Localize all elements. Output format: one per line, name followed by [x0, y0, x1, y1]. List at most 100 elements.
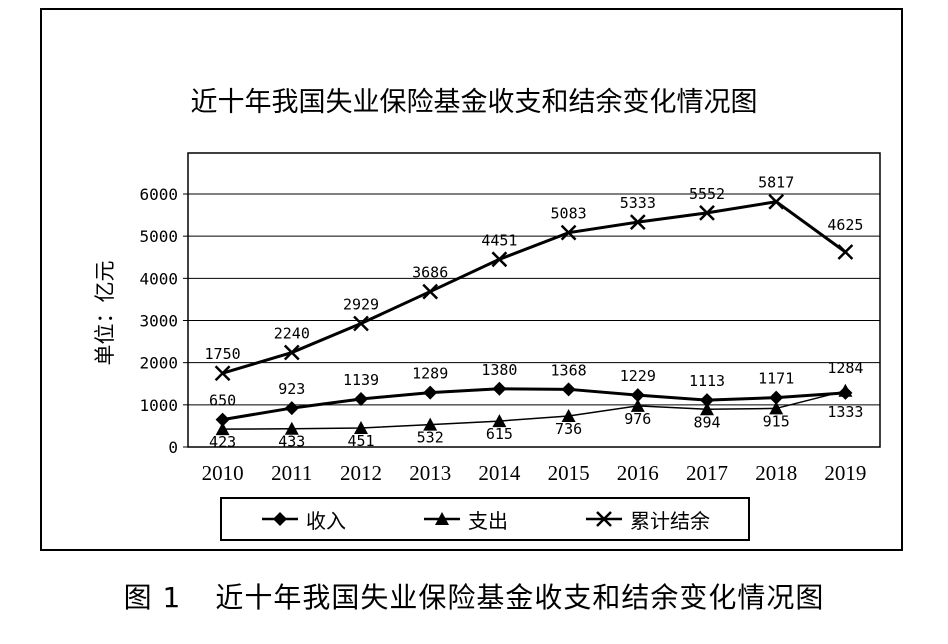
data-label: 1139 — [343, 371, 379, 389]
legend-item: 收入 — [260, 505, 346, 534]
data-point — [837, 244, 854, 260]
x-tick-label: 2016 — [617, 461, 659, 485]
x-tick-label: 2010 — [202, 461, 244, 485]
data-label: 650 — [209, 392, 236, 410]
data-point — [838, 383, 853, 397]
data-label: 736 — [555, 420, 582, 438]
data-point — [422, 283, 439, 300]
plot-area — [187, 152, 881, 448]
data-label: 1333 — [827, 403, 863, 421]
data-point — [560, 224, 577, 241]
data-point — [354, 420, 368, 434]
data-label: 915 — [763, 412, 790, 430]
y-tick-label: 0 — [168, 438, 178, 457]
data-point — [284, 401, 299, 416]
data-label: 4451 — [481, 231, 517, 249]
series-line — [222, 200, 847, 375]
y-tick-label: 2000 — [139, 354, 178, 373]
legend-marker — [435, 512, 449, 525]
legend-swatch — [586, 511, 622, 527]
chart-frame — [40, 8, 903, 551]
figure-label: 图 1 — [123, 581, 182, 614]
series-支出: 423 433 451 532 615 736 976 894 915 1333 — [209, 383, 863, 451]
x-tick-label: 2011 — [271, 461, 312, 485]
x-tick-label: 2015 — [548, 461, 590, 485]
y-tick-label: 4000 — [139, 269, 178, 288]
data-label: 1171 — [758, 370, 794, 388]
data-point — [561, 408, 576, 422]
data-label: 4625 — [827, 216, 863, 234]
data-label: 5817 — [758, 174, 794, 192]
data-label: 3686 — [412, 264, 448, 282]
x-tick-label: 2012 — [340, 461, 382, 485]
data-label: 532 — [417, 429, 444, 447]
data-label: 451 — [347, 432, 374, 450]
data-label: 2929 — [343, 295, 379, 313]
data-point — [284, 421, 299, 435]
data-label: 1284 — [827, 359, 863, 377]
data-point — [699, 205, 715, 221]
x-tick-label: 2019 — [824, 461, 866, 485]
y-tick-label: 1000 — [139, 396, 178, 415]
legend-item: 支出 — [422, 505, 508, 534]
legend: 收入 支出 累计结余 — [220, 497, 750, 541]
data-point — [629, 214, 646, 231]
data-point — [423, 417, 438, 431]
data-point — [700, 393, 714, 408]
data-label: 976 — [624, 410, 651, 428]
data-point — [492, 381, 507, 396]
data-label: 5552 — [689, 185, 725, 203]
x-tick-label: 2013 — [409, 461, 451, 485]
data-point — [214, 365, 231, 382]
caption-text: 近十年我国失业保险基金收支和结余变化情况图 — [215, 581, 825, 614]
legend-marker — [596, 511, 612, 527]
data-point — [491, 251, 508, 268]
data-point — [423, 385, 438, 400]
data-point — [700, 402, 714, 416]
data-label: 423 — [209, 433, 236, 451]
legend-label: 累计结余 — [630, 508, 710, 533]
data-label: 433 — [278, 433, 305, 451]
data-point — [283, 344, 300, 361]
data-label: 615 — [486, 425, 513, 443]
data-label: 1368 — [551, 361, 587, 379]
data-label: 1750 — [205, 345, 241, 363]
data-point — [561, 382, 576, 397]
legend-label: 收入 — [306, 508, 346, 533]
data-point — [769, 401, 784, 415]
data-label: 923 — [278, 380, 305, 398]
legend-item: 累计结余 — [584, 505, 710, 534]
x-tick-label: 2018 — [755, 461, 797, 485]
figure-caption: 图 1 近十年我国失业保险基金收支和结余变化情况图 — [0, 576, 948, 616]
data-label: 5083 — [551, 205, 587, 223]
legend-swatch — [262, 512, 298, 526]
y-tick-label: 5000 — [139, 227, 178, 246]
data-point — [353, 315, 369, 332]
data-point — [630, 388, 645, 403]
series-line — [222, 390, 846, 430]
series-line — [222, 387, 846, 422]
series-收入: 650 923 1139 1289 1380 1368 1229 1113 1171 1284 — [209, 359, 863, 427]
data-point — [215, 412, 230, 427]
legend-label: 支出 — [468, 508, 508, 533]
data-point — [354, 391, 368, 406]
data-label: 894 — [693, 413, 720, 431]
data-label: 5333 — [620, 194, 656, 212]
y-tick-label: 6000 — [139, 185, 178, 204]
data-point — [769, 390, 784, 405]
data-point — [215, 422, 230, 436]
x-tick-label: 2017 — [686, 461, 728, 485]
data-point — [630, 398, 645, 412]
y-tick-label: 3000 — [139, 312, 178, 331]
data-label: 1380 — [481, 361, 517, 379]
legend-swatch — [424, 512, 460, 525]
data-point — [492, 414, 507, 428]
data-label: 1289 — [412, 365, 448, 383]
legend-marker — [273, 512, 287, 526]
x-tick-label: 2014 — [478, 461, 521, 485]
data-label: 1229 — [620, 367, 656, 385]
data-label: 1113 — [689, 372, 725, 390]
chart-title: 近十年我国失业保险基金收支和结余变化情况图 — [190, 87, 758, 118]
data-point — [768, 193, 785, 210]
